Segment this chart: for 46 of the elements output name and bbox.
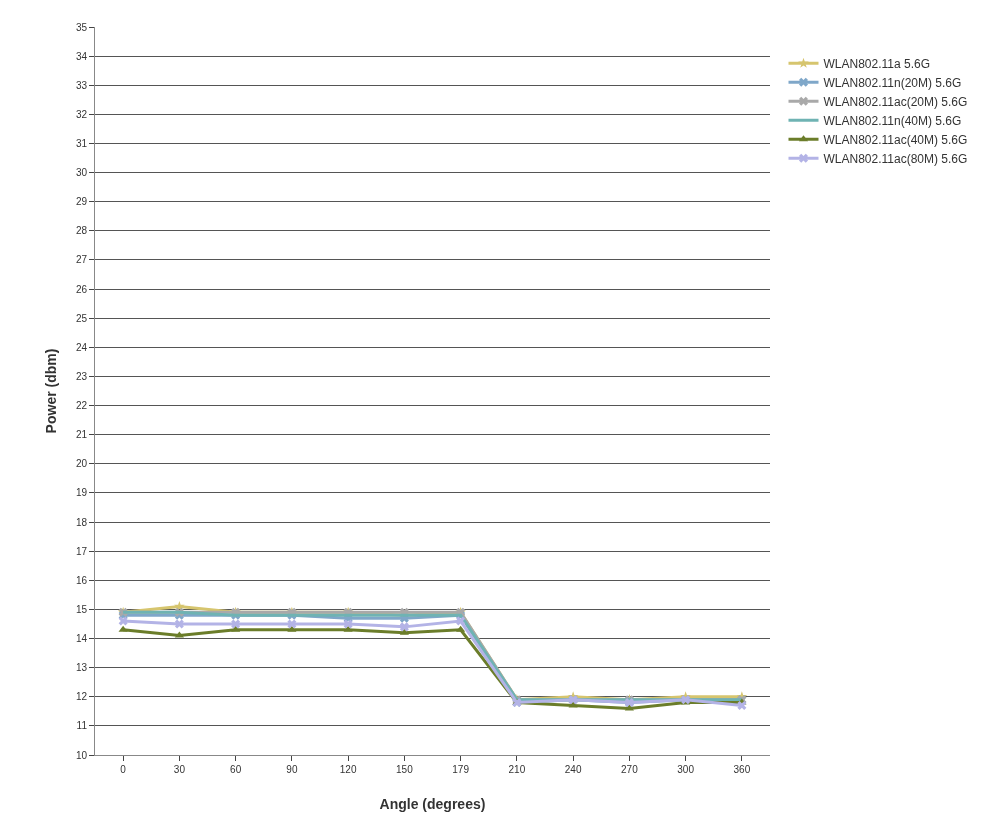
y-tick-label: 25 [75,312,88,324]
y-tick-label: 20 [75,458,88,470]
y-tick-label: 23 [75,370,88,382]
y-tick-label: 17 [75,545,88,557]
y-axis-title: Power (dbm) [43,348,60,434]
x-tick-label: 210 [508,764,526,775]
x-tick-label: 30 [173,764,186,775]
y-tick-label: 30 [75,167,88,179]
x-tick-label: 270 [621,764,639,775]
y-tick-label: 26 [75,283,88,295]
y-tick-label: 13 [75,662,88,674]
y-tick-label: 29 [75,196,88,208]
legend-label: WLAN802.11ac(20M) 5.6G [823,95,968,110]
y-tick-label: 14 [75,633,88,645]
legend-label: WLAN802.11ac(80M) 5.6G [823,152,968,167]
y-tick-label: 11 [76,720,88,732]
x-tick-label: 240 [564,764,582,775]
legend-label: WLAN802.11n(40M) 5.6G [823,114,962,129]
x-tick-label: 300 [677,764,695,775]
y-tick-label: 19 [75,487,88,499]
x-tick-label: 120 [339,764,357,775]
x-tick-label: 150 [396,764,414,775]
y-tick-label: 24 [75,341,88,353]
y-tick-label: 27 [75,254,88,266]
x-tick-label: 0 [120,764,127,775]
x-axis-title: Angle (degrees) [379,796,486,813]
y-tick-label: 35 [75,21,88,33]
y-tick-label: 31 [75,137,88,149]
y-tick-label: 32 [75,108,88,120]
legend-label: WLAN802.11a 5.6G [823,57,931,72]
y-tick-label: 33 [75,79,88,91]
x-tick-label: 179 [452,764,470,775]
y-tick-label: 21 [75,429,88,441]
y-tick-label: 34 [75,50,88,62]
legend-label: WLAN802.11n(20M) 5.6G [823,76,962,91]
y-tick-label: 12 [75,691,88,703]
legend-label: WLAN802.11ac(40M) 5.6G [823,133,968,148]
y-tick-label: 22 [75,400,88,412]
y-tick-label: 18 [75,516,88,528]
y-tick-label: 16 [75,574,88,586]
x-tick-label: 90 [286,764,298,775]
y-tick-label: 10 [75,749,88,761]
x-tick-label: 360 [733,764,751,775]
y-tick-label: 28 [75,225,88,237]
y-tick-label: 15 [75,603,88,615]
x-tick-label: 60 [230,764,242,775]
